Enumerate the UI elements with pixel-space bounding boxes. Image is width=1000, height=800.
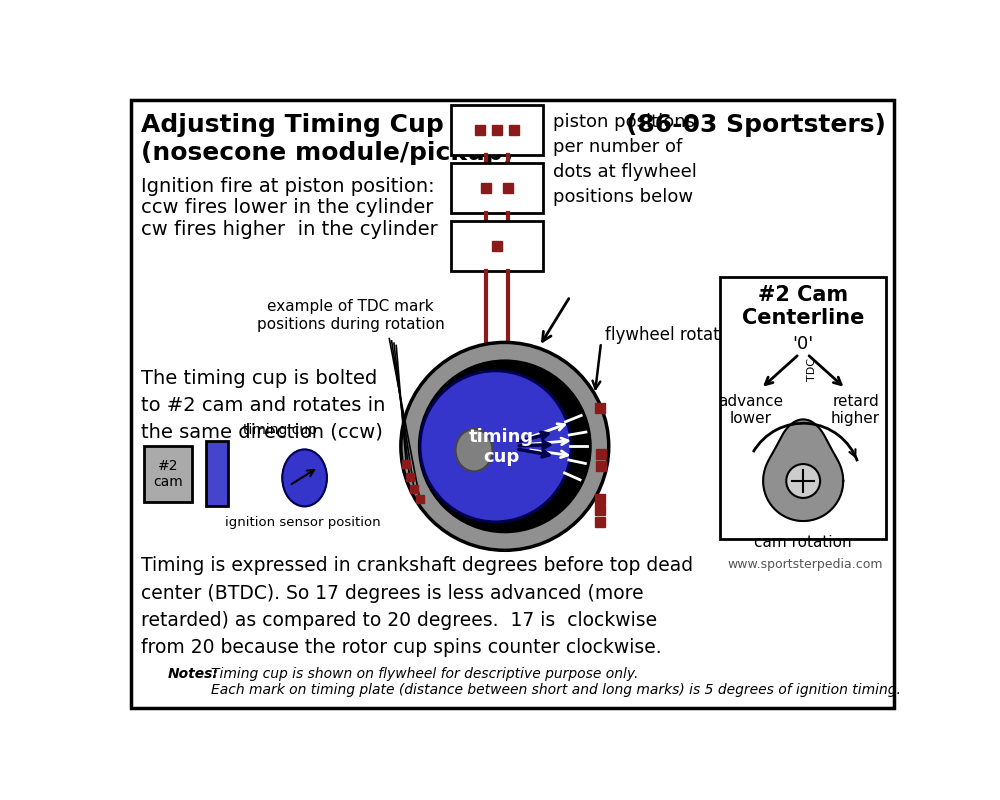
Text: Each mark on timing plate (distance between short and long marks) is 5 degrees o: Each mark on timing plate (distance betw… [211, 682, 901, 697]
Bar [720, 277, 886, 538]
Text: retard
higher: retard higher [831, 394, 880, 426]
Text: www.sportsterpedia.com: www.sportsterpedia.com [727, 558, 883, 571]
Text: Timing is expressed in crankshaft degrees before top dead
center (BTDC). So 17 d: Timing is expressed in crankshaft degree… [141, 557, 693, 658]
Circle shape [401, 342, 609, 550]
Text: timing cup: timing cup [243, 423, 317, 437]
Text: #2
cam: #2 cam [153, 459, 183, 489]
Ellipse shape [282, 450, 327, 506]
Ellipse shape [456, 429, 492, 471]
Text: piston positions
per number of
dots at flywheel
positions below: piston positions per number of dots at f… [553, 113, 696, 206]
Polygon shape [763, 419, 843, 521]
Text: TDC: TDC [807, 358, 817, 381]
Text: timing: timing [468, 428, 534, 446]
Text: example of TDC mark
positions during rotation: example of TDC mark positions during rot… [257, 299, 445, 332]
Text: cam rotation: cam rotation [754, 535, 852, 550]
Bar [451, 221, 543, 270]
Circle shape [420, 371, 571, 522]
Text: advance
lower: advance lower [718, 394, 783, 426]
Bar [144, 446, 192, 502]
Text: ignition sensor position: ignition sensor position [225, 516, 381, 529]
Text: #2 Cam
Centerline: #2 Cam Centerline [742, 285, 864, 328]
Text: flywheel rotates cw: flywheel rotates cw [605, 326, 767, 344]
Text: Notes:: Notes: [168, 667, 218, 682]
Text: ccw fires lower in the cylinder: ccw fires lower in the cylinder [141, 198, 434, 218]
Text: '0': '0' [793, 334, 814, 353]
Text: The timing cup is bolted
to #2 cam and rotates in
the same direction (ccw): The timing cup is bolted to #2 cam and r… [141, 370, 386, 442]
Text: (nosecone module/pickup): (nosecone module/pickup) [141, 141, 514, 165]
Text: (86-03 Sportsters): (86-03 Sportsters) [626, 113, 886, 137]
Bar [206, 441, 228, 506]
Text: cup: cup [483, 448, 519, 466]
Text: Ignition fire at piston position:: Ignition fire at piston position: [141, 177, 435, 196]
Bar [451, 163, 543, 213]
Text: cw fires higher  in the cylinder: cw fires higher in the cylinder [141, 220, 438, 239]
Bar [451, 106, 543, 155]
Text: Adjusting Timing Cup: Adjusting Timing Cup [141, 113, 444, 137]
Circle shape [419, 360, 591, 533]
Text: Timing cup is shown on flywheel for descriptive purpose only.: Timing cup is shown on flywheel for desc… [211, 667, 638, 682]
Circle shape [786, 464, 820, 498]
